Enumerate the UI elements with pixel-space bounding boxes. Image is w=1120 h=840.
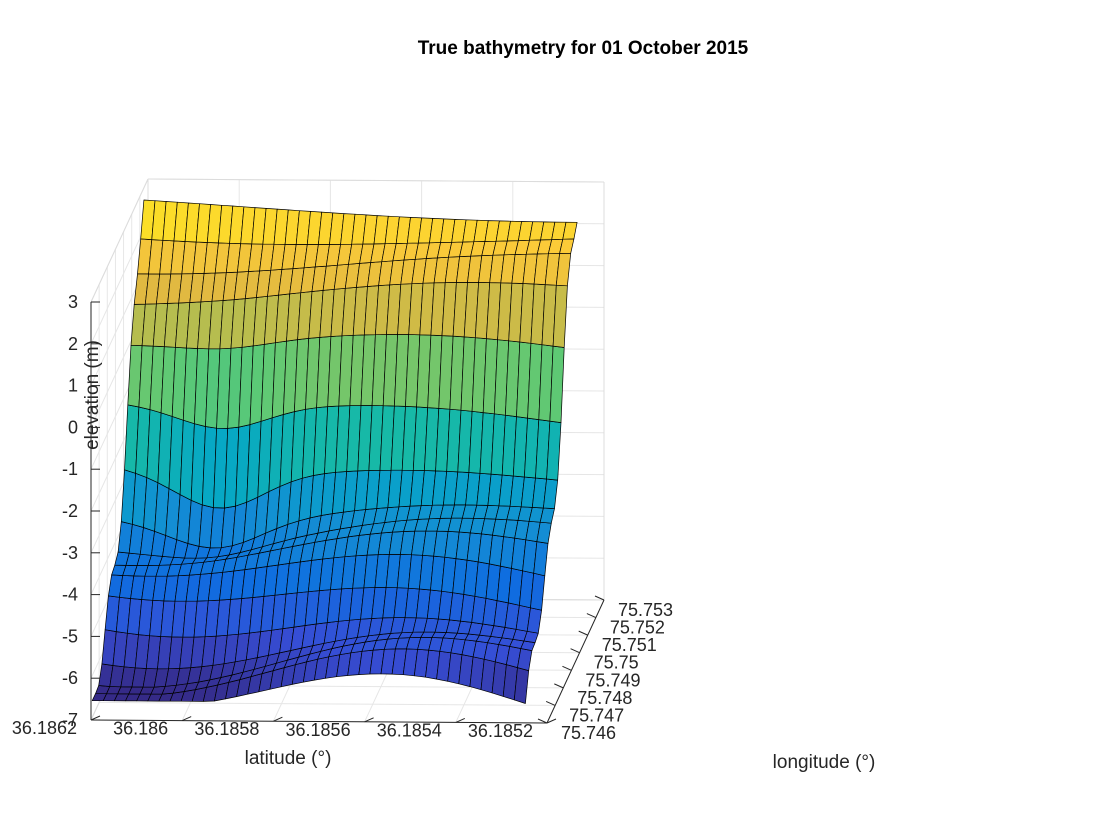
z-tick-label: -4 [62, 585, 78, 605]
z-tick-label: -6 [62, 668, 78, 688]
y-axis-label: longitude (°) [773, 752, 876, 773]
y-tick [594, 595, 605, 601]
x-tick-label: 36.186 [113, 719, 168, 739]
chart-title: True bathymetry for 01 October 2015 [418, 38, 749, 59]
x-tick-label: 36.1856 [286, 720, 351, 740]
y-tick-label: 75.748 [577, 688, 632, 708]
y-tick-label: 75.746 [561, 723, 616, 743]
z-tick-label: 0 [68, 417, 78, 437]
y-tick-label: 75.747 [569, 705, 624, 725]
y-tick [545, 700, 556, 706]
pane-edge [147, 178, 605, 183]
y-axis-line [546, 599, 605, 724]
y-tick [578, 630, 588, 636]
x-tick [181, 716, 192, 722]
y-tick-label: 75.749 [585, 670, 640, 690]
y-tick [562, 665, 572, 671]
y-tick [570, 648, 580, 654]
y-tick-label: 75.75 [594, 653, 639, 673]
z-axis-label: elevation (m) [82, 340, 103, 450]
x-axis-label: latitude (°) [245, 748, 332, 769]
x-tick [90, 715, 101, 721]
y-tick-label: 75.751 [602, 635, 657, 655]
y-tick-label: 75.752 [610, 618, 665, 638]
z-tick-label: -7 [62, 710, 78, 730]
surface-cell [562, 221, 578, 240]
x-tick-label: 36.1858 [194, 719, 259, 739]
z-tick-label: 2 [68, 334, 78, 354]
x-tick [273, 716, 283, 722]
y-tick [554, 683, 564, 689]
z-tick-label: 1 [68, 376, 78, 396]
z-tick-label: 3 [68, 292, 78, 312]
x-tick [546, 718, 557, 724]
x-axis-line [90, 719, 548, 724]
surface-layer [91, 199, 578, 704]
x-tick [364, 717, 374, 723]
x-tick [455, 717, 466, 723]
grid-line [90, 220, 149, 345]
x-tick-label: 36.1862 [12, 718, 77, 738]
y-tick [537, 718, 548, 724]
z-tick-label: -2 [62, 501, 78, 521]
pane-edge [90, 178, 149, 303]
y-tick [586, 613, 597, 619]
x-tick-label: 36.1852 [468, 721, 533, 741]
z-tick-label: -5 [62, 626, 78, 646]
grid-line [99, 701, 556, 706]
z-tick-label: -1 [62, 459, 78, 479]
z-tick-label: -3 [62, 543, 78, 563]
x-tick-label: 36.1854 [377, 720, 442, 740]
y-tick-label: 75.753 [618, 600, 673, 620]
axis-layer: 36.1852 36.1854 36.1856 36.1858 36.186 36.186… [12, 292, 673, 743]
